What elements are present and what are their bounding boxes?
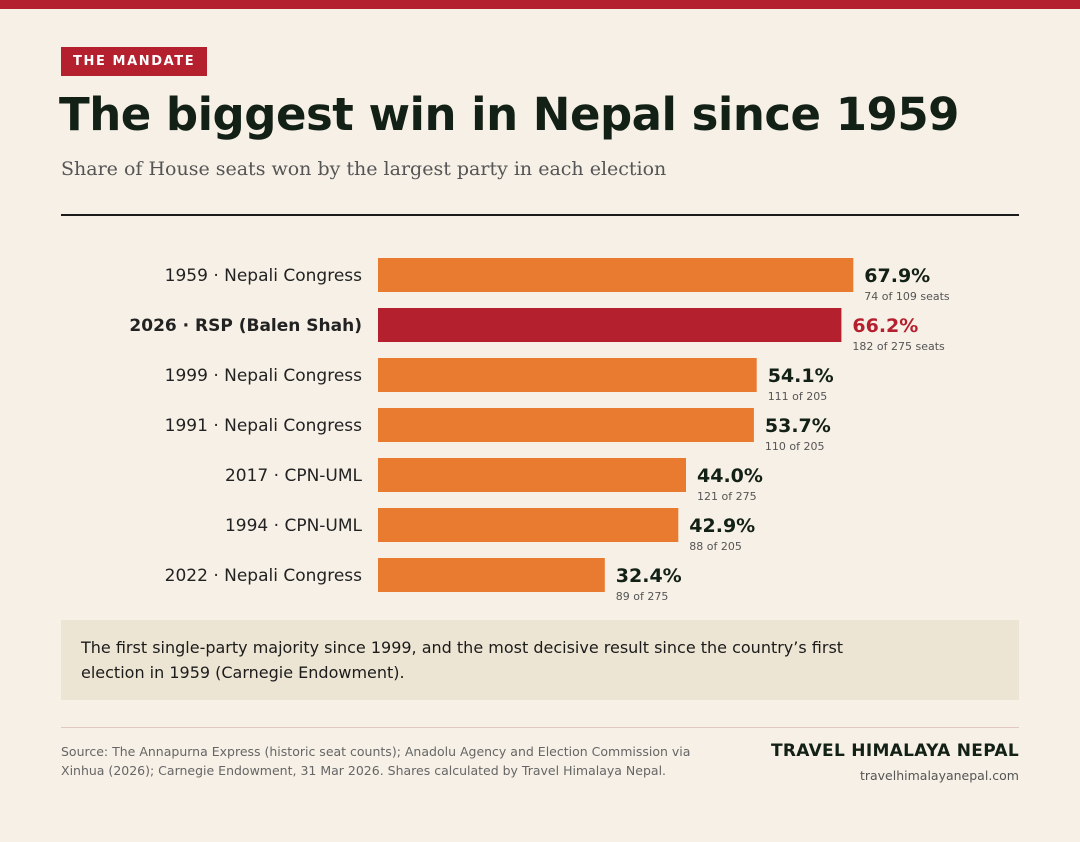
seat-count-label: 88 of 205 bbox=[689, 540, 742, 553]
category-label: 1991 · Nepali Congress bbox=[165, 416, 362, 436]
seat-count-label: 121 of 275 bbox=[697, 490, 757, 503]
brand-url: travelhimalayanepal.com bbox=[859, 768, 1019, 783]
bar bbox=[378, 408, 754, 442]
page-title: The biggest win in Nepal since 1959 bbox=[59, 88, 960, 141]
bar bbox=[378, 258, 854, 292]
bar bbox=[378, 308, 842, 342]
callout-text: The first single-party majority since 19… bbox=[81, 638, 844, 682]
value-label: 67.9% bbox=[864, 265, 930, 287]
seat-count-label: 110 of 205 bbox=[765, 440, 825, 453]
bar bbox=[378, 508, 679, 542]
brand-name: TRAVEL HIMALAYA NEPAL bbox=[771, 741, 1019, 761]
bar bbox=[378, 558, 605, 592]
callout-box: The first single-party majority since 19… bbox=[61, 620, 1019, 700]
value-label: 42.9% bbox=[689, 515, 755, 537]
value-label: 44.0% bbox=[697, 465, 763, 487]
category-label: 2026 · RSP (Balen Shah) bbox=[129, 316, 362, 336]
category-label: 1994 · CPN-UML bbox=[225, 516, 363, 536]
seat-count-label: 111 of 205 bbox=[768, 390, 828, 403]
category-label: 2017 · CPN-UML bbox=[225, 466, 363, 486]
kicker-badge: THE MANDATE bbox=[61, 47, 208, 76]
category-label: 2022 · Nepali Congress bbox=[165, 566, 362, 586]
category-label: 1999 · Nepali Congress bbox=[165, 366, 362, 386]
page-subtitle: Share of House seats won by the largest … bbox=[61, 158, 667, 180]
bar-chart: 1959 · Nepali Congress 67.9% 74 of 109 sea… bbox=[129, 258, 950, 603]
bar bbox=[378, 358, 757, 392]
footer-divider bbox=[61, 727, 1019, 728]
header-divider bbox=[61, 214, 1019, 216]
top-accent-bar bbox=[0, 0, 1080, 9]
value-label: 53.7% bbox=[765, 415, 831, 437]
seat-count-label: 89 of 275 bbox=[616, 590, 669, 603]
value-label: 66.2% bbox=[852, 315, 918, 337]
seat-count-label: 182 of 275 seats bbox=[852, 340, 945, 353]
source-note: Source: The Annapurna Express (historic … bbox=[61, 744, 691, 778]
value-label: 32.4% bbox=[616, 565, 682, 587]
seat-count-label: 74 of 109 seats bbox=[864, 290, 950, 303]
category-label: 1959 · Nepali Congress bbox=[165, 266, 362, 286]
bar bbox=[378, 458, 686, 492]
value-label: 54.1% bbox=[768, 365, 834, 387]
